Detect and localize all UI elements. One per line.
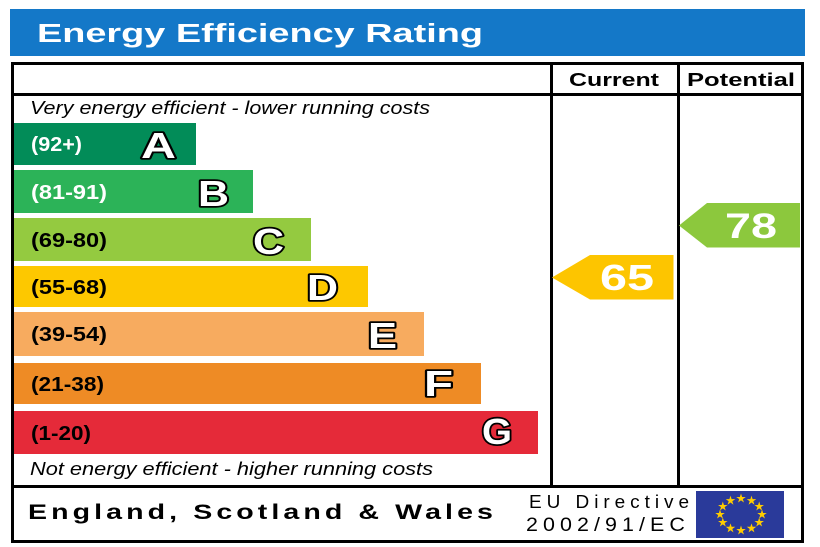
svg-text:65: 65 [600, 257, 654, 298]
svg-text:78: 78 [725, 207, 777, 246]
svg-text:D: D [307, 267, 338, 308]
svg-text:England, Scotland & Wales: England, Scotland & Wales [28, 501, 497, 524]
svg-text:Not energy efficient - higher: Not energy efficient - higher running co… [30, 458, 433, 479]
svg-text:(1-20): (1-20) [31, 422, 91, 445]
svg-text:(39-54): (39-54) [31, 323, 107, 346]
svg-text:(92+): (92+) [31, 133, 82, 156]
svg-text:Energy Efficiency Rating: Energy Efficiency Rating [37, 20, 483, 48]
svg-text:B: B [198, 173, 229, 214]
svg-text:(81-91): (81-91) [31, 181, 107, 204]
svg-text:Current: Current [569, 70, 659, 90]
svg-text:Potential: Potential [687, 70, 795, 90]
svg-text:2002/91/EC: 2002/91/EC [526, 515, 690, 536]
svg-text:EU Directive: EU Directive [529, 492, 694, 512]
svg-text:(21-38): (21-38) [31, 373, 104, 396]
svg-text:Very energy efficient - lower: Very energy efficient - lower running co… [30, 97, 430, 118]
svg-text:A: A [141, 125, 176, 166]
svg-text:F: F [424, 363, 453, 404]
svg-text:(55-68): (55-68) [31, 276, 107, 299]
svg-text:G: G [482, 411, 512, 452]
svg-text:(69-80): (69-80) [31, 229, 107, 252]
svg-text:E: E [368, 315, 397, 356]
svg-text:C: C [253, 221, 284, 262]
